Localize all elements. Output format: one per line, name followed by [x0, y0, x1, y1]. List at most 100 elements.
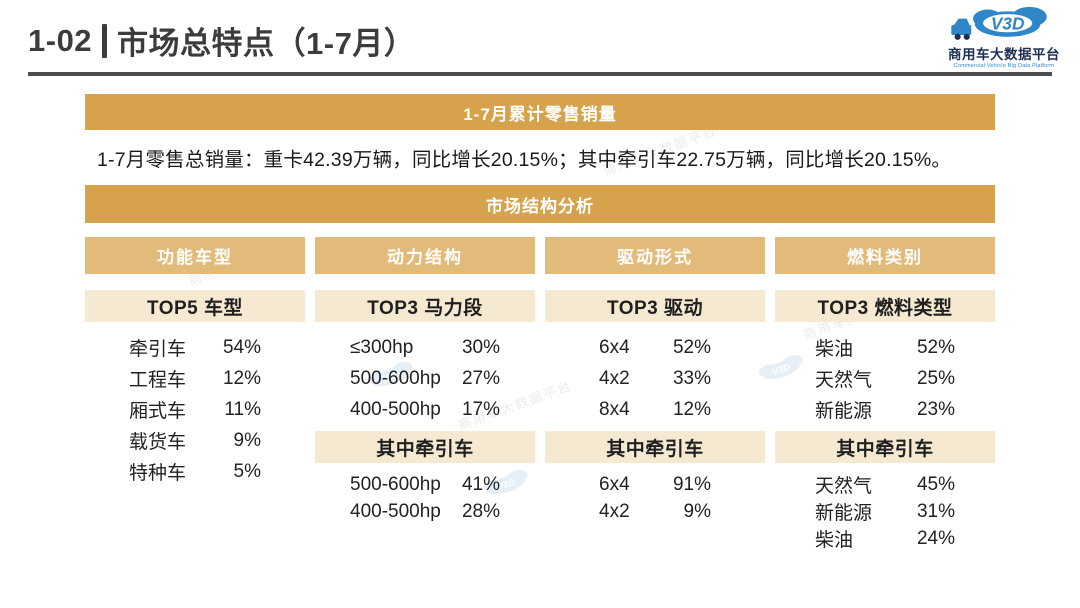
block-top3-drive: TOP3 驱动 6x4 52% 4x2 33% 8x4 12%	[545, 290, 765, 425]
title-underline	[28, 72, 1052, 76]
row-label: 6x4	[599, 336, 630, 358]
page-title-text: 市场总特点（1-7月）	[117, 26, 416, 61]
row-value: 27%	[461, 367, 500, 389]
column-header: 功能车型	[85, 237, 305, 274]
block-subheader: TOP3 燃料类型	[775, 290, 995, 322]
data-row: 6x4 52%	[599, 332, 711, 363]
row-value: 12%	[222, 367, 261, 389]
data-row: 柴油 52%	[815, 332, 955, 363]
data-row: 6x4 91%	[599, 471, 711, 498]
column-header: 驱动形式	[545, 237, 765, 274]
row-value: 91%	[672, 473, 711, 495]
data-row: 400-500hp 17%	[350, 394, 500, 425]
logo-name-cn: 商用车大数据平台	[948, 46, 1060, 62]
row-value: 24%	[916, 527, 955, 549]
row-value: 25%	[916, 367, 955, 389]
row-label: 400-500hp	[350, 500, 441, 522]
data-row: 工程车 12%	[129, 363, 261, 394]
data-row: 8x4 12%	[599, 394, 711, 425]
content-area: 1-7月累计零售销量 1-7月零售总销量：重卡42.39万辆，同比增长20.15…	[85, 94, 995, 552]
row-label: 载货车	[129, 432, 187, 453]
row-value: 30%	[461, 336, 500, 358]
block-tractor-fuel: 其中牵引车 天然气 45% 新能源 31% 柴油 24%	[775, 431, 995, 552]
row-label: 工程车	[129, 370, 187, 391]
row-label: 特种车	[129, 463, 187, 484]
data-row: 牵引车 54%	[129, 332, 261, 363]
row-value: 41%	[461, 473, 500, 495]
column-function-type: 功能车型 TOP5 车型 牵引车 54% 工程车 12% 厢式车 11% 载货车 9% …	[85, 237, 305, 552]
block-tractor-drive: 其中牵引车 6x4 91% 4x2 9%	[545, 431, 765, 525]
column-drive-form: 驱动形式 TOP3 驱动 6x4 52% 4x2 33% 8x4 12% 其中牵引车 …	[545, 237, 765, 552]
row-label: 8x4	[599, 398, 630, 420]
row-value: 9%	[683, 500, 711, 522]
brand-logo: V3D 商用车大数据平台 Commercial Vehicle Big Data…	[940, 5, 1068, 69]
page-title: 1-02 | 市场总特点（1-7月）	[28, 18, 415, 63]
row-label: 厢式车	[129, 401, 187, 422]
data-row: 特种车 5%	[129, 456, 261, 487]
row-value: 28%	[461, 500, 500, 522]
block-subheader: TOP3 马力段	[315, 290, 535, 322]
row-label: 4x2	[599, 500, 630, 522]
row-label: 新能源	[815, 401, 873, 422]
row-value: 54%	[222, 336, 261, 358]
row-value: 52%	[672, 336, 711, 358]
column-header: 动力结构	[315, 237, 535, 274]
structure-banner: 市场结构分析	[85, 185, 995, 223]
data-row: 天然气 45%	[815, 471, 955, 498]
row-label: 天然气	[815, 476, 873, 497]
svg-text:V3D: V3D	[991, 14, 1025, 34]
row-label: 新能源	[815, 503, 873, 524]
row-value: 31%	[916, 500, 955, 522]
data-row: 新能源 31%	[815, 498, 955, 525]
row-value: 5%	[233, 460, 261, 482]
row-value: 17%	[461, 398, 500, 420]
data-row: 4x2 33%	[599, 363, 711, 394]
data-row: 柴油 24%	[815, 525, 955, 552]
row-value: 9%	[233, 429, 261, 451]
row-label: 柴油	[815, 339, 854, 360]
data-row: 4x2 9%	[599, 498, 711, 525]
row-value: 52%	[916, 336, 955, 358]
data-row: ≤300hp 30%	[350, 332, 500, 363]
row-label: 柴油	[815, 530, 854, 551]
row-label: 6x4	[599, 473, 630, 495]
row-label: 500-600hp	[350, 367, 441, 389]
row-label: 天然气	[815, 370, 873, 391]
data-row: 400-500hp 28%	[350, 498, 500, 525]
column-header: 燃料类别	[775, 237, 995, 274]
block-subheader: 其中牵引车	[315, 431, 535, 463]
block-subheader: 其中牵引车	[775, 431, 995, 463]
block-subheader: TOP5 车型	[85, 290, 305, 322]
logo-cloud-truck-icon: V3D	[951, 6, 1047, 40]
row-label: 4x2	[599, 367, 630, 389]
block-tractor-horsepower: 其中牵引车 500-600hp 41% 400-500hp 28%	[315, 431, 535, 525]
data-row: 新能源 23%	[815, 394, 955, 425]
data-row: 天然气 25%	[815, 363, 955, 394]
row-value: 11%	[224, 398, 261, 420]
data-row: 厢式车 11%	[129, 394, 261, 425]
block-top3-horsepower: TOP3 马力段 ≤300hp 30% 500-600hp 27% 400-500h…	[315, 290, 535, 425]
row-value: 45%	[916, 473, 955, 495]
title-separator: |	[102, 23, 108, 58]
data-row: 500-600hp 41%	[350, 471, 500, 498]
row-label: 400-500hp	[350, 398, 441, 420]
row-value: 33%	[672, 367, 711, 389]
column-fuel-category: 燃料类别 TOP3 燃料类型 柴油 52% 天然气 25% 新能源 23% 其中牵引车…	[775, 237, 995, 552]
data-row: 500-600hp 27%	[350, 363, 500, 394]
row-value: 23%	[916, 398, 955, 420]
row-value: 12%	[672, 398, 711, 420]
row-label: ≤300hp	[350, 336, 414, 358]
sales-summary: 1-7月零售总销量：重卡42.39万辆，同比增长20.15%；其中牵引车22.7…	[97, 149, 952, 171]
block-subheader: 其中牵引车	[545, 431, 765, 463]
logo-name-en: Commercial Vehicle Big Data Platform	[953, 63, 1055, 70]
sales-banner: 1-7月累计零售销量	[85, 94, 995, 130]
page-title-number: 1-02	[28, 22, 93, 58]
block-subheader: TOP3 驱动	[545, 290, 765, 322]
structure-columns: 功能车型 TOP5 车型 牵引车 54% 工程车 12% 厢式车 11% 载货车 9% …	[85, 237, 995, 552]
row-label: 500-600hp	[350, 473, 441, 495]
row-label: 牵引车	[129, 339, 187, 360]
block-top5-vehicle: TOP5 车型 牵引车 54% 工程车 12% 厢式车 11% 载货车 9% 特种车 5%	[85, 290, 305, 487]
block-top3-fuel: TOP3 燃料类型 柴油 52% 天然气 25% 新能源 23%	[775, 290, 995, 425]
data-row: 载货车 9%	[129, 425, 261, 456]
